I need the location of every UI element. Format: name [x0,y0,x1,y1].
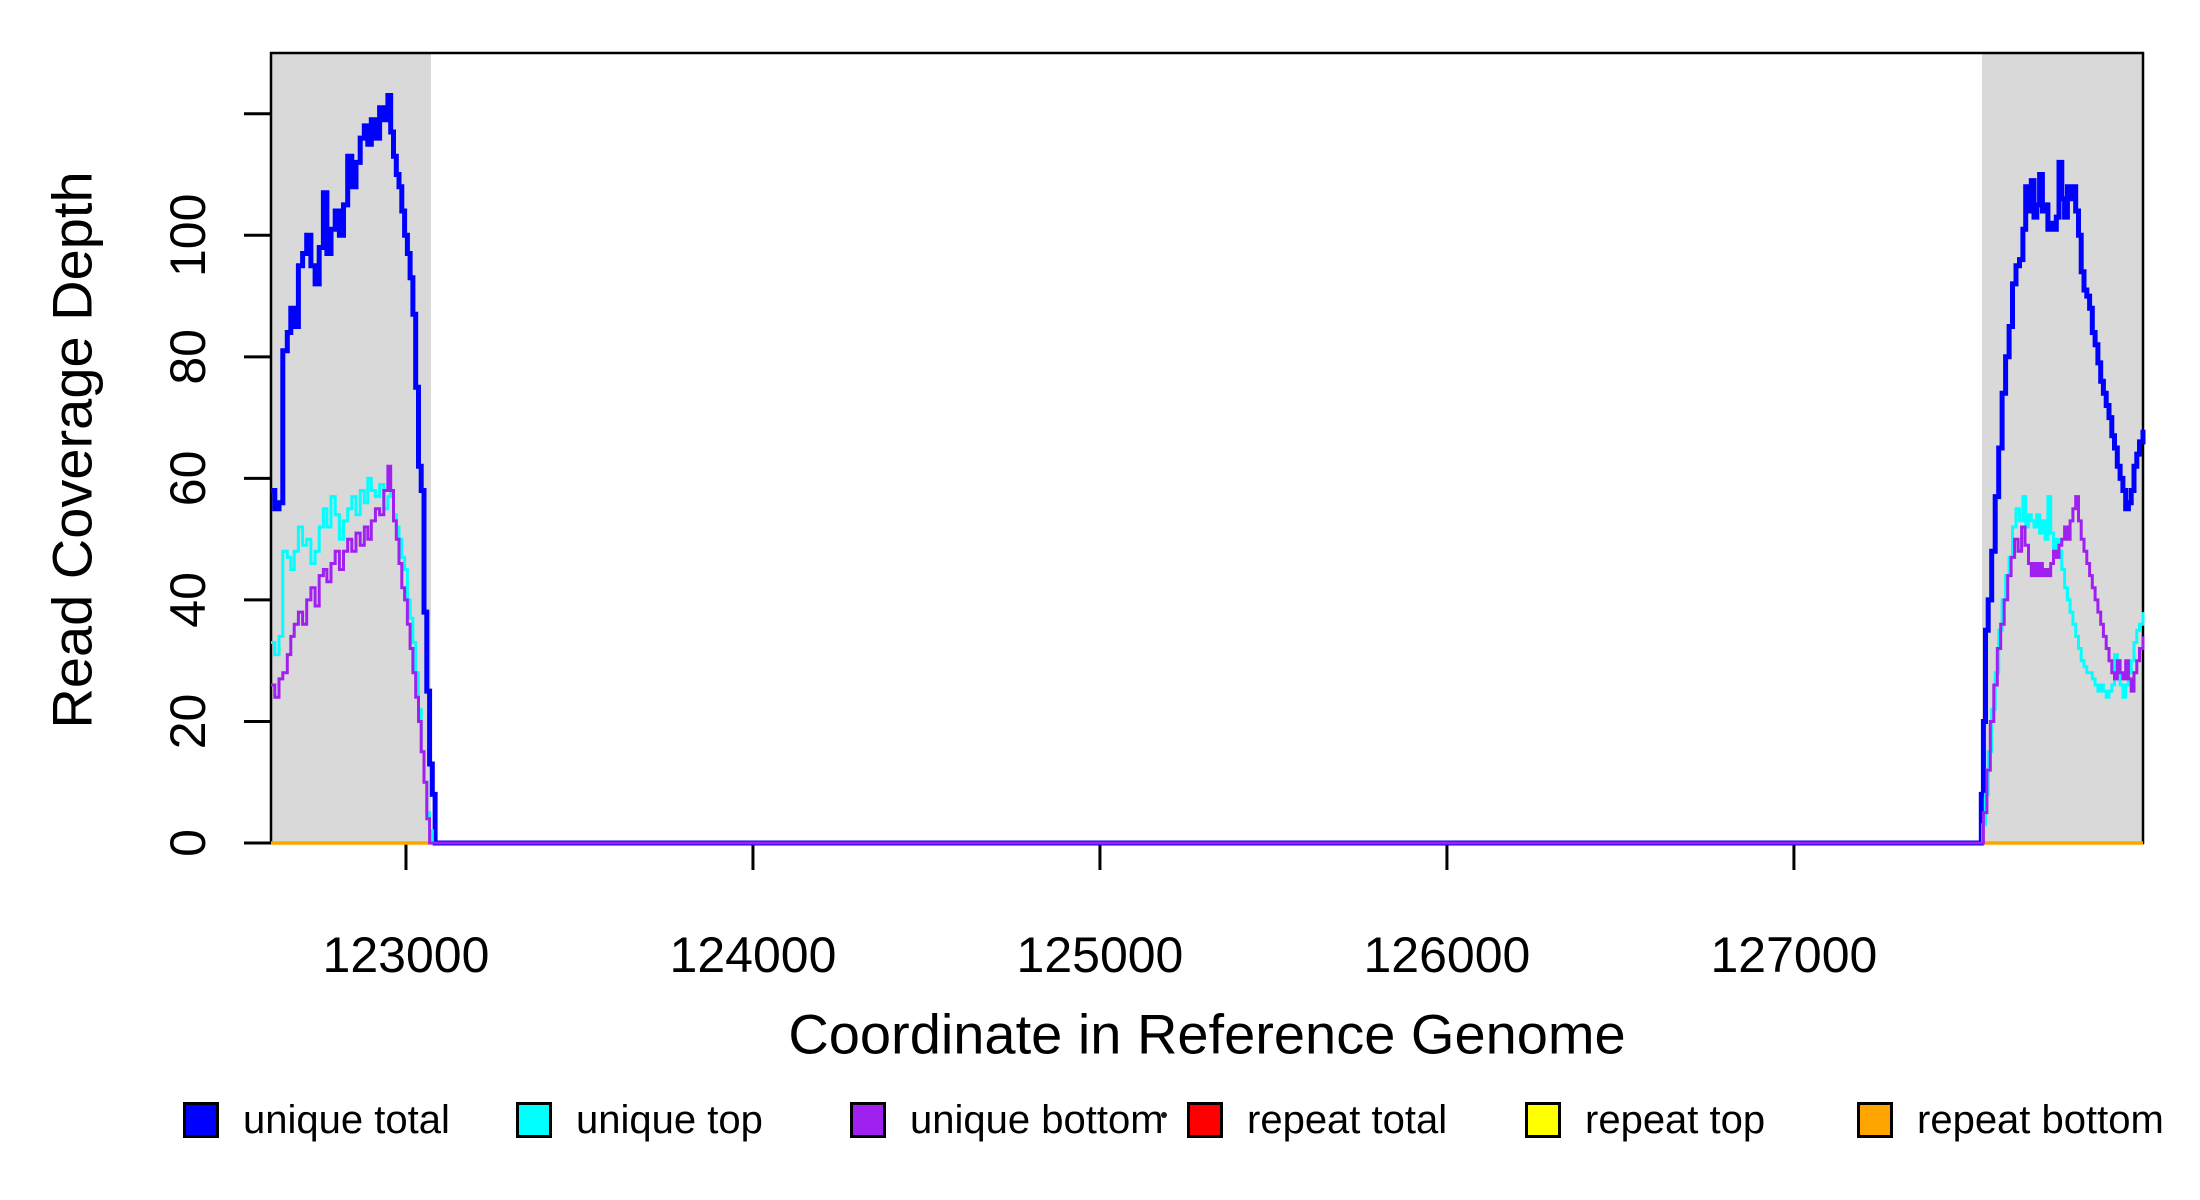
x-tick-label: 125000 [1017,927,1184,983]
plot-border [269,51,2145,845]
series-unique-bottom [271,464,2145,845]
y-tick-label: 0 [160,829,216,857]
x-tick-label: 127000 [1711,927,1878,983]
y-tick-label: 40 [160,572,216,628]
y-tick-label: 60 [160,451,216,507]
series-unique-top [271,476,2145,845]
x-tick-label: 124000 [670,927,837,983]
y-axis-title: Read Coverage Depth [40,171,104,729]
y-tick-label: 80 [160,329,216,385]
x-axis-title: Coordinate in Reference Genome [788,1002,1626,1066]
x-tick-label: 123000 [323,927,490,983]
series-unique-total [271,93,2146,846]
y-tick-label: 100 [160,194,216,277]
x-tick-label: 126000 [1364,927,1531,983]
y-tick-label: 20 [160,694,216,750]
